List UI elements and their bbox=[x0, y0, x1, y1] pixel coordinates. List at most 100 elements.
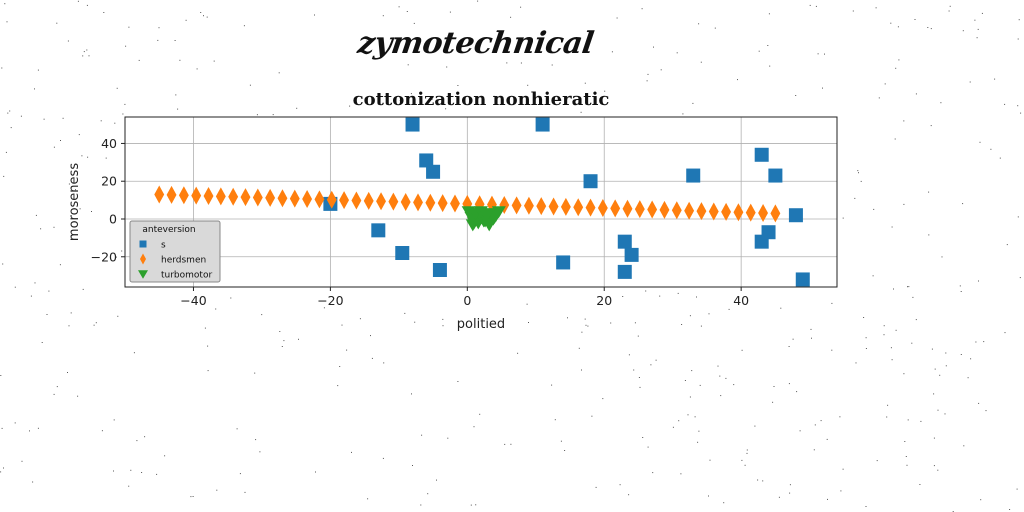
noise-dot bbox=[399, 100, 401, 102]
noise-dot bbox=[904, 441, 906, 442]
noise-dot bbox=[584, 318, 586, 320]
noise-dot bbox=[969, 81, 971, 83]
noise-dot bbox=[967, 377, 969, 379]
noise-dot bbox=[842, 468, 844, 470]
noise-dot bbox=[817, 53, 819, 55]
noise-dot bbox=[768, 13, 770, 15]
noise-dot bbox=[249, 84, 251, 86]
noise-dot bbox=[1016, 488, 1018, 490]
noise-dot bbox=[200, 12, 202, 13]
point-herdsmen bbox=[289, 189, 300, 208]
noise-dot bbox=[128, 485, 130, 487]
noise-dot bbox=[34, 88, 35, 90]
point-herdsmen bbox=[178, 186, 189, 205]
noise-dot bbox=[35, 214, 37, 216]
point-herdsmen bbox=[758, 203, 769, 222]
noise-dot bbox=[746, 452, 748, 454]
point-s bbox=[405, 117, 420, 132]
noise-dot bbox=[371, 357, 373, 359]
noise-dot bbox=[567, 317, 568, 319]
noise-dot bbox=[962, 203, 964, 205]
x-tick-label: 20 bbox=[596, 293, 612, 308]
noise-dot bbox=[40, 228, 42, 230]
noise-dot bbox=[254, 372, 256, 374]
noise-dot bbox=[737, 79, 738, 81]
noise-dot bbox=[890, 347, 892, 349]
legend-marker-herdsmen bbox=[139, 253, 147, 265]
point-s bbox=[754, 147, 769, 162]
noise-dot bbox=[528, 322, 529, 323]
noise-dot bbox=[831, 349, 833, 351]
noise-dot bbox=[259, 451, 261, 453]
noise-dot bbox=[628, 494, 630, 496]
noise-dot bbox=[872, 275, 874, 277]
point-herdsmen bbox=[733, 203, 744, 222]
noise-dot bbox=[164, 455, 166, 457]
noise-dot bbox=[698, 430, 700, 432]
noise-dot bbox=[447, 437, 449, 439]
noise-dot bbox=[445, 108, 447, 110]
x-tick-label: −40 bbox=[180, 293, 206, 308]
noise-dot bbox=[323, 307, 325, 309]
noise-dot bbox=[857, 170, 859, 172]
noise-dot bbox=[1004, 332, 1006, 334]
point-herdsmen bbox=[252, 188, 263, 207]
noise-dot bbox=[158, 27, 160, 29]
noise-dot bbox=[691, 370, 693, 372]
point-herdsmen bbox=[634, 200, 645, 219]
point-s bbox=[617, 264, 632, 279]
noise-dot bbox=[762, 480, 764, 482]
noise-dot bbox=[83, 51, 85, 53]
noise-dot bbox=[587, 325, 589, 327]
noise-dot bbox=[842, 217, 844, 219]
noise-dot bbox=[261, 314, 263, 316]
noise-dot bbox=[236, 428, 238, 430]
noise-dot bbox=[133, 352, 135, 354]
point-turbomotor bbox=[487, 211, 502, 224]
noise-dot bbox=[41, 342, 43, 343]
noise-dot bbox=[883, 325, 885, 327]
noise-dot bbox=[684, 380, 686, 381]
noise-dot bbox=[10, 127, 12, 129]
noise-dot bbox=[272, 114, 274, 116]
point-herdsmen bbox=[413, 193, 423, 212]
noise-dot bbox=[382, 457, 384, 459]
noise-dot bbox=[883, 334, 885, 336]
noise-dot bbox=[886, 416, 888, 418]
noise-dot bbox=[7, 112, 9, 114]
noise-dot bbox=[216, 489, 218, 491]
noise-dot bbox=[32, 481, 34, 483]
noise-dot bbox=[436, 479, 437, 481]
point-herdsmen bbox=[314, 190, 325, 209]
noise-dot bbox=[931, 348, 933, 350]
noise-dot bbox=[873, 208, 875, 210]
noise-dot bbox=[407, 64, 409, 66]
noise-dot bbox=[56, 386, 58, 388]
legend-label-turbomotor: turbomotor bbox=[161, 271, 212, 281]
noise-dot bbox=[414, 321, 416, 323]
noise-dot bbox=[203, 15, 204, 17]
noise-dot bbox=[689, 396, 691, 398]
point-herdsmen bbox=[339, 191, 350, 210]
noise-dot bbox=[875, 7, 877, 9]
noise-dot bbox=[949, 5, 951, 7]
noise-dot bbox=[207, 370, 209, 372]
noise-dot bbox=[431, 98, 433, 100]
noise-dot bbox=[619, 484, 621, 486]
noise-dot bbox=[1020, 112, 1022, 114]
noise-dot bbox=[789, 484, 791, 486]
noise-dot bbox=[87, 156, 89, 158]
noise-dot bbox=[14, 286, 16, 288]
noise-dot bbox=[410, 93, 412, 95]
noise-dot bbox=[788, 346, 790, 347]
noise-dot bbox=[912, 296, 914, 298]
noise-dot bbox=[82, 288, 84, 290]
noise-dot bbox=[652, 472, 654, 474]
point-s bbox=[768, 168, 783, 183]
point-s bbox=[419, 153, 434, 168]
point-herdsmen bbox=[523, 196, 534, 215]
noise-dot bbox=[634, 322, 636, 324]
noise-dot bbox=[650, 364, 652, 366]
noise-dot bbox=[865, 337, 867, 339]
noise-dot bbox=[948, 10, 950, 12]
